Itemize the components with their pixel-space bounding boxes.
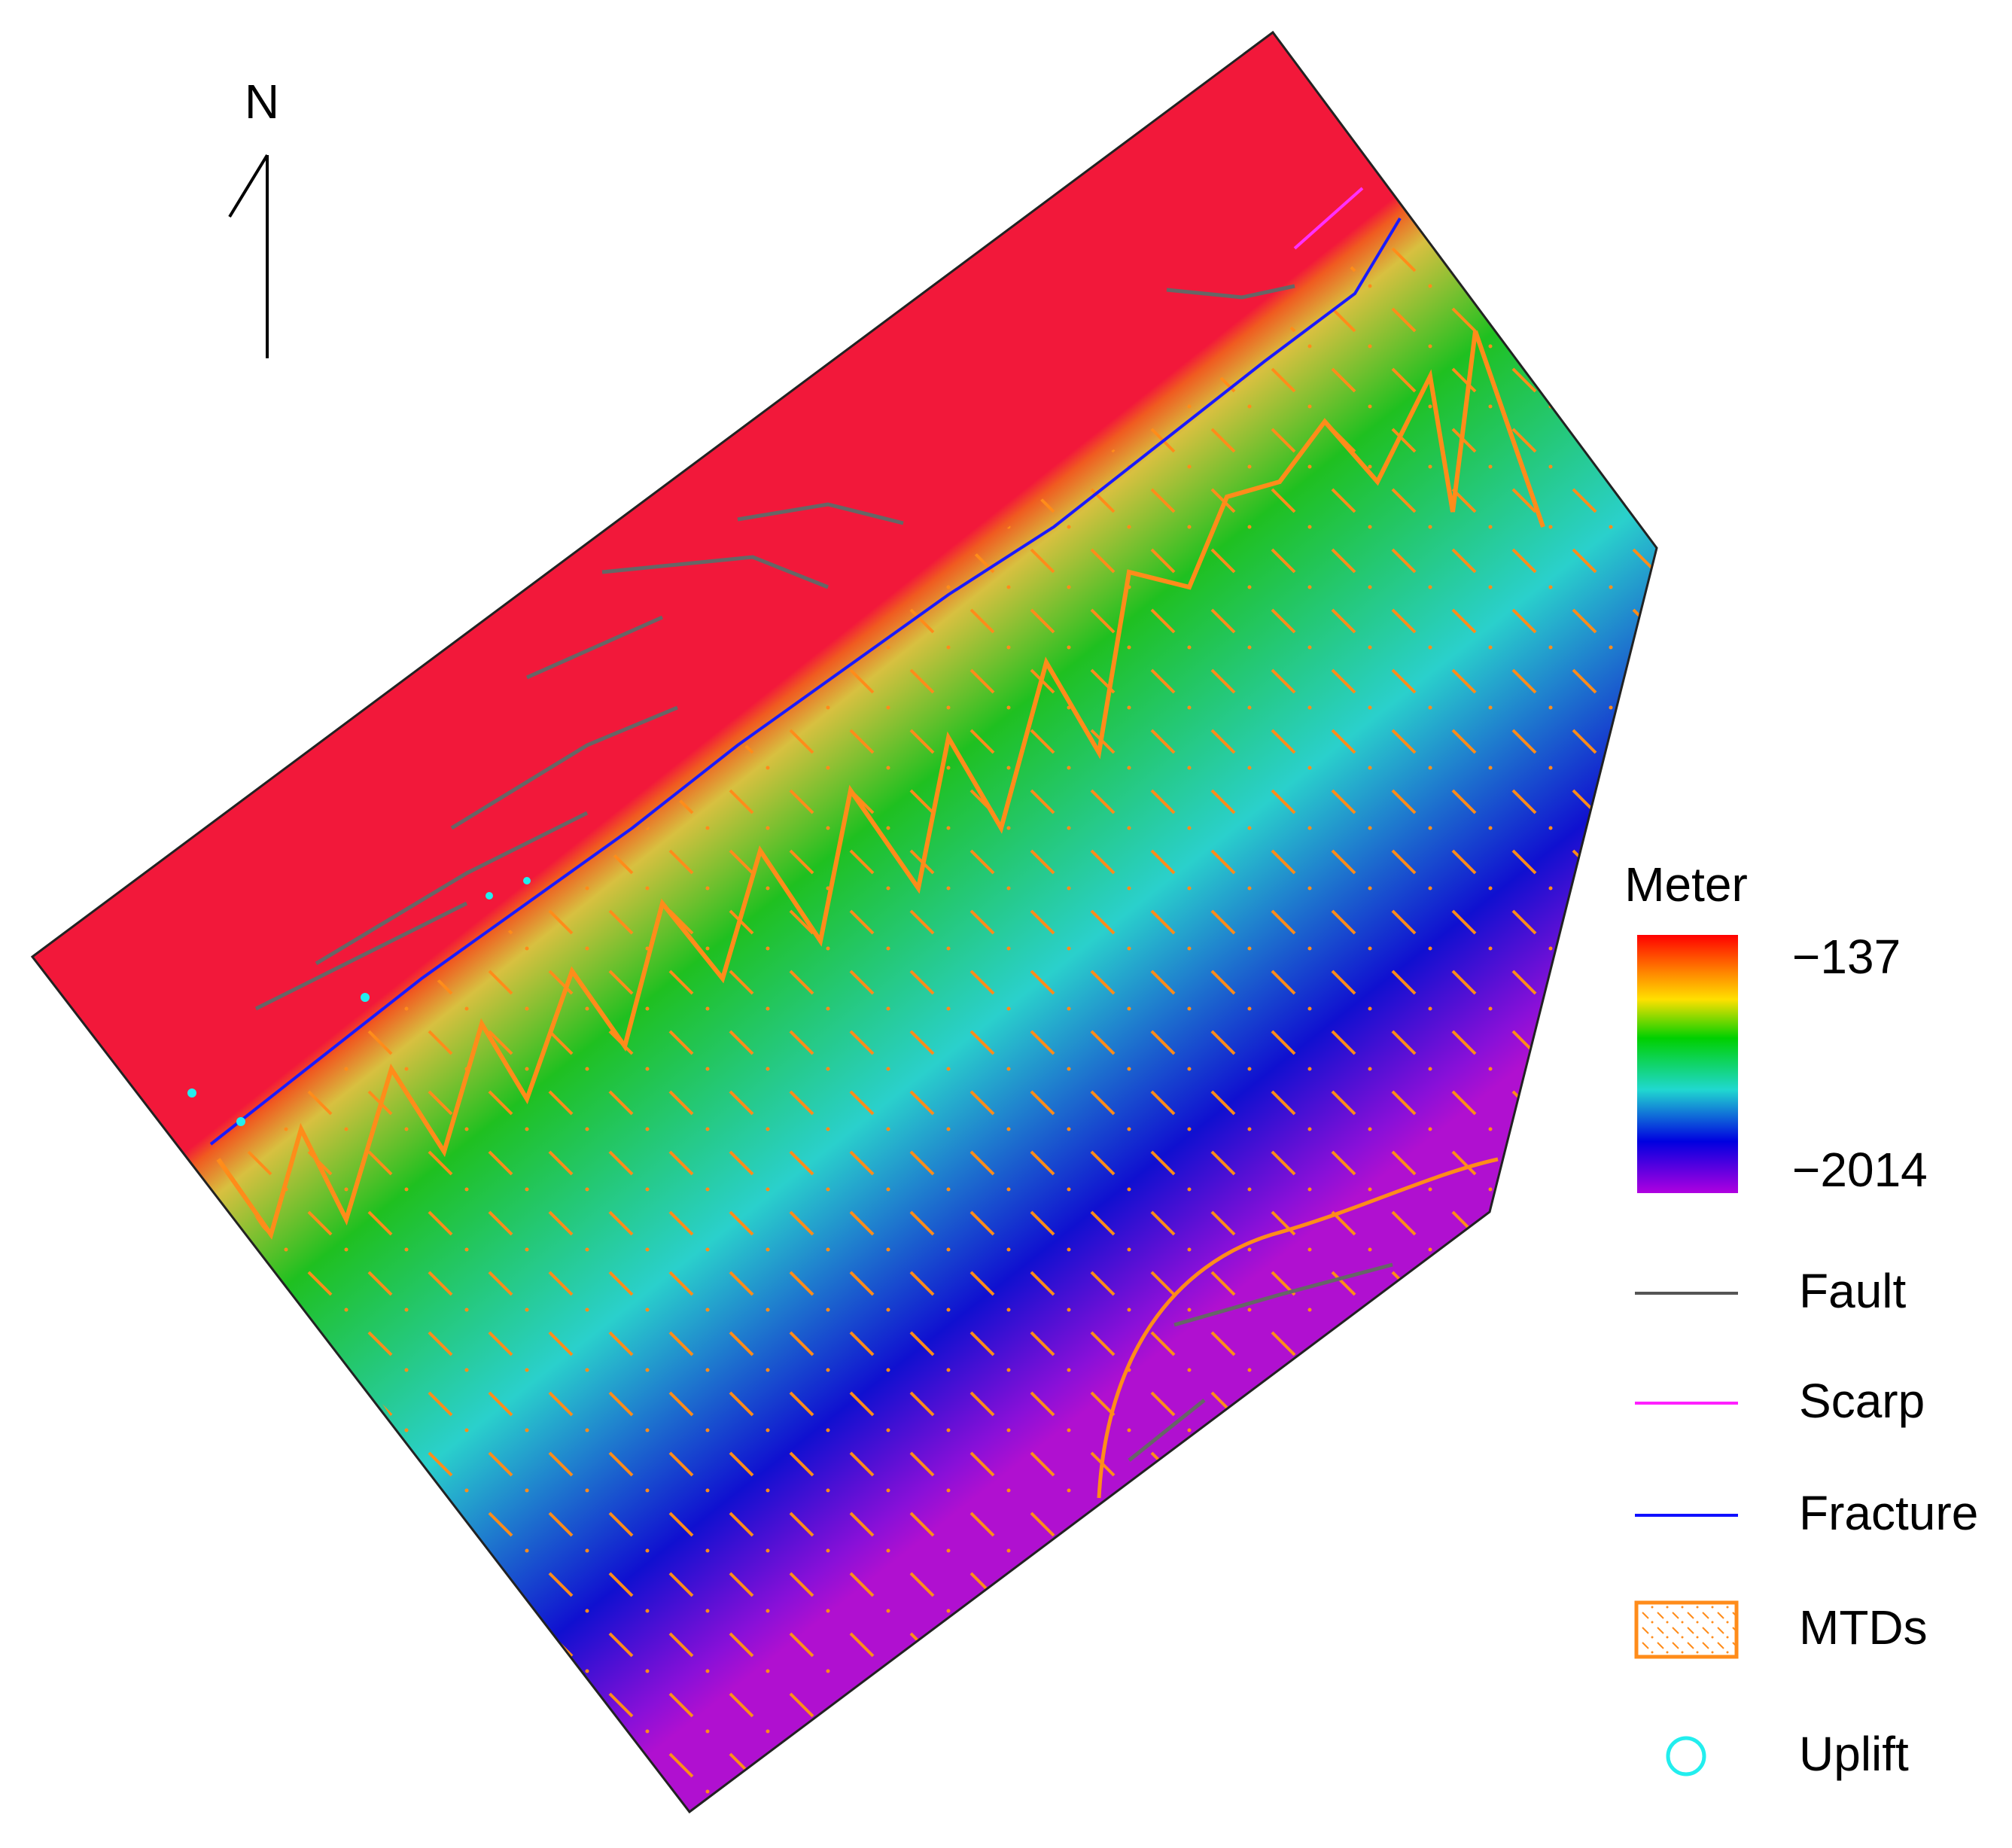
mtd-hatch bbox=[226, 211, 1657, 1812]
uplift-points bbox=[187, 877, 531, 1126]
bathymetry-map bbox=[30, 30, 1658, 1814]
legend: Fault Scarp Fracture MTDs Uplift bbox=[1634, 1264, 1978, 1781]
legend-label: Scarp bbox=[1799, 1374, 1925, 1428]
colorbar-title: Meter bbox=[1624, 857, 1748, 912]
fracture-line bbox=[209, 217, 1402, 1146]
uplift-symbol bbox=[1666, 1736, 1706, 1776]
colorbar: Meter −137 −2014 bbox=[1624, 857, 1928, 1197]
mtd-outline bbox=[216, 330, 1545, 1240]
legend-label: MTDs bbox=[1799, 1600, 1928, 1655]
colorbar-tick-label: −2014 bbox=[1792, 1143, 1928, 1197]
north-arrow-head bbox=[228, 154, 269, 218]
legend-label: Fault bbox=[1799, 1264, 1907, 1318]
legend-label: Uplift bbox=[1799, 1727, 1909, 1781]
fault-lines bbox=[254, 284, 1393, 1462]
mtd-symbol bbox=[1634, 1600, 1739, 1659]
legend-label: Fracture bbox=[1799, 1486, 1978, 1540]
north-arrow: N bbox=[228, 75, 279, 358]
north-label: N bbox=[245, 75, 279, 129]
mtd-outline bbox=[1097, 1157, 1499, 1499]
colorbar-ramp bbox=[1637, 935, 1738, 1193]
colorbar-tick-label: −137 bbox=[1792, 930, 1901, 984]
scarp-line bbox=[1293, 187, 1364, 250]
map-border bbox=[30, 30, 1658, 1814]
